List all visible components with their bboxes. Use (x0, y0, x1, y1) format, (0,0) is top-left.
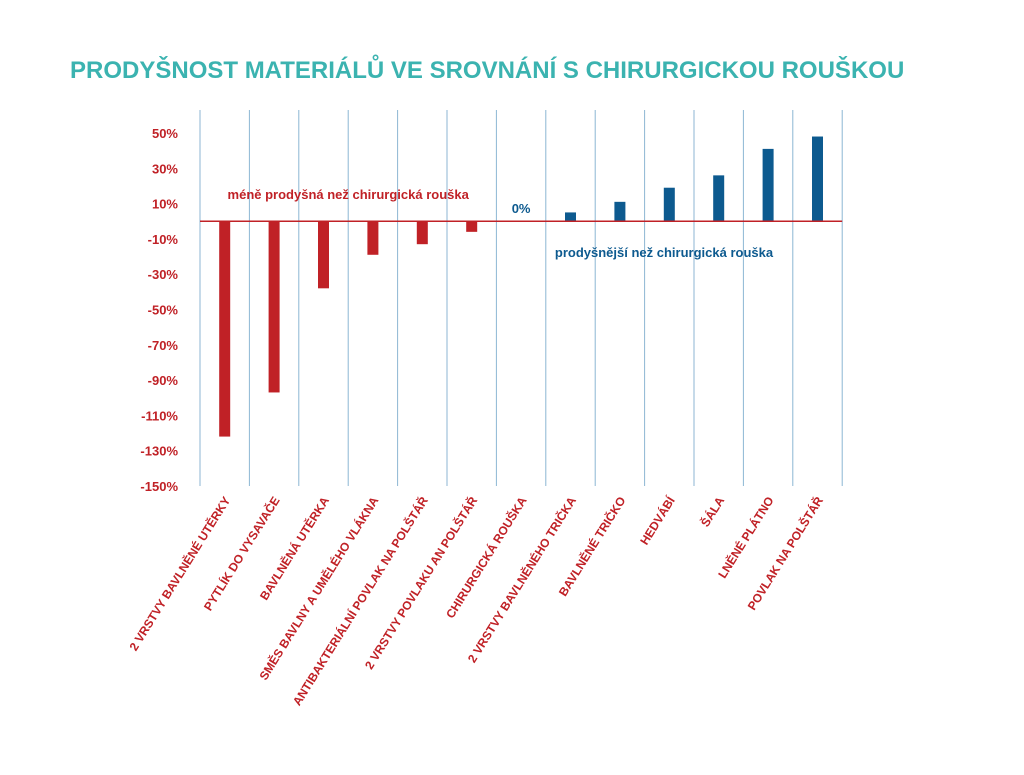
category-label: ŠÁLA (697, 493, 727, 529)
zero-percent-label: 0% (512, 201, 531, 216)
y-tick-label: -110% (141, 408, 178, 423)
y-tick-label: -10% (148, 232, 179, 247)
y-tick-label: 10% (152, 197, 178, 212)
bar (318, 221, 329, 289)
y-tick-label: -90% (148, 373, 179, 388)
annotation-less-breathable: méně prodyšná než chirurgická rouška (228, 187, 470, 202)
y-tick-label: -130% (140, 444, 178, 459)
y-axis-ticks: 50% 30% 10% -10% -30% -50% -70% -90% -110% -130% -… (140, 126, 178, 494)
grid-lines (199, 110, 843, 486)
category-label: HEDVÁBÍ (636, 493, 678, 547)
bar (416, 221, 428, 245)
y-tick-label: -30% (148, 267, 179, 282)
bar (614, 201, 626, 222)
annotation-more-breathable: prodyšnější než chirurgická rouška (555, 245, 774, 260)
y-tick-label: -150% (140, 479, 178, 494)
bar (713, 175, 725, 222)
bar (219, 221, 231, 437)
chart-title: PRODYŠNOST MATERIÁLŮ VE SROVNÁNÍ S CHIRU… (70, 54, 904, 84)
y-tick-label: -50% (148, 303, 179, 318)
category-label: 2 VRSTVY BAVLNĚNÉHO TRIČKA (464, 493, 579, 665)
bar (268, 221, 280, 393)
bar (466, 221, 478, 232)
y-tick-label: 50% (152, 126, 178, 141)
bar (663, 187, 675, 222)
bar (565, 212, 576, 222)
bar (762, 148, 774, 222)
bar (812, 136, 823, 222)
category-label: 2 VRSTVY BAVLNĚNÉ UTĚRKY (126, 494, 234, 654)
bars (219, 136, 823, 437)
y-tick-label: -70% (148, 338, 179, 353)
category-label: CHIRURGICKÁ ROUŠKA (442, 493, 529, 621)
y-tick-label: 30% (152, 161, 178, 176)
bar (367, 221, 379, 255)
